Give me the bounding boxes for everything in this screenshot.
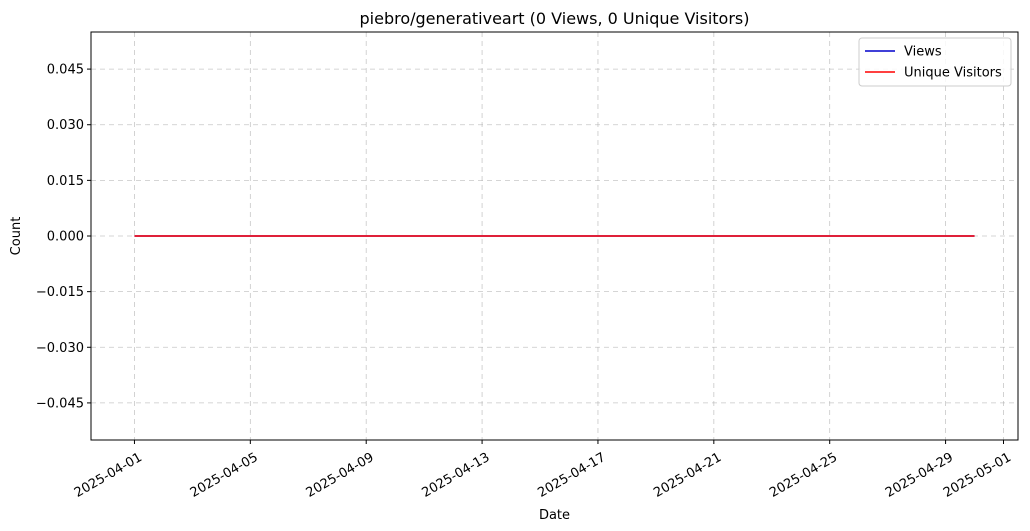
y-tick-label: −0.015 [36, 285, 84, 300]
y-tick-label: 0.030 [47, 118, 84, 133]
legend-label: Views [904, 45, 942, 60]
legend-box [858, 37, 1012, 87]
x-tick-label: 2025-04-09 [304, 450, 377, 501]
y-tick-label: −0.030 [36, 341, 84, 356]
y-tick-label: 0.045 [47, 63, 84, 78]
legend: Views Unique Visitors [858, 37, 1012, 87]
y-tick-label: 0.015 [47, 174, 84, 189]
y-axis-label: Count [9, 217, 24, 256]
x-tick-label: 2025-04-13 [420, 450, 493, 501]
y-tick-label: 0.000 [47, 230, 84, 245]
x-tick-label: 2025-04-05 [188, 450, 261, 501]
x-tick-label: 2025-04-21 [651, 450, 724, 501]
x-tick-label: 2025-04-01 [72, 450, 145, 501]
x-axis-label: Date [539, 508, 570, 523]
chart-title: piebro/generativeart (0 Views, 0 Unique … [360, 9, 750, 28]
legend-label: Unique Visitors [904, 66, 1002, 81]
tick-layer: 0.045 0.030 0.015 0.000 −0.015 −0.030 −0.045 20… [36, 63, 1014, 501]
x-tick-label: 2025-04-25 [767, 450, 840, 501]
x-tick-label: 2025-04-17 [535, 450, 608, 501]
y-tick-label: −0.045 [36, 396, 84, 411]
